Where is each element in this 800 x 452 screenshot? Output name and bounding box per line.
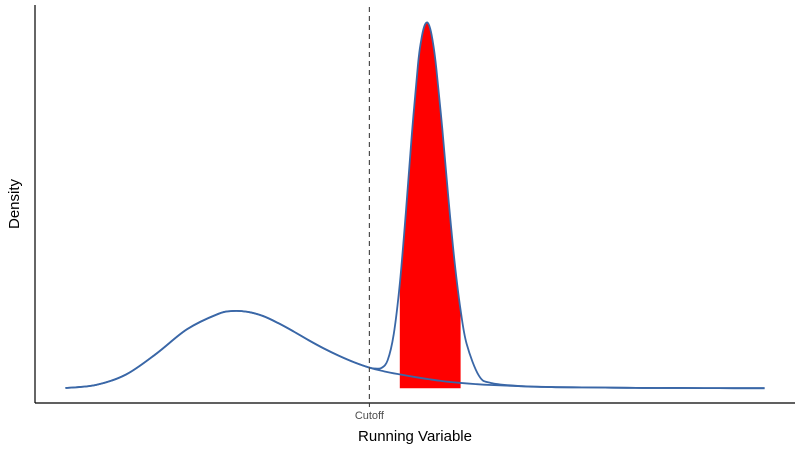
x-axis-title: Running Variable [358, 428, 472, 445]
shaded-region-layer [399, 22, 461, 389]
x-ticks: Cutoff [355, 403, 385, 422]
x-tick-label: Cutoff [355, 410, 385, 422]
y-axis-title: Density [6, 178, 23, 229]
observed-density-line [65, 21, 765, 390]
density-lines-layer [65, 21, 765, 390]
shaded-region [399, 22, 461, 389]
